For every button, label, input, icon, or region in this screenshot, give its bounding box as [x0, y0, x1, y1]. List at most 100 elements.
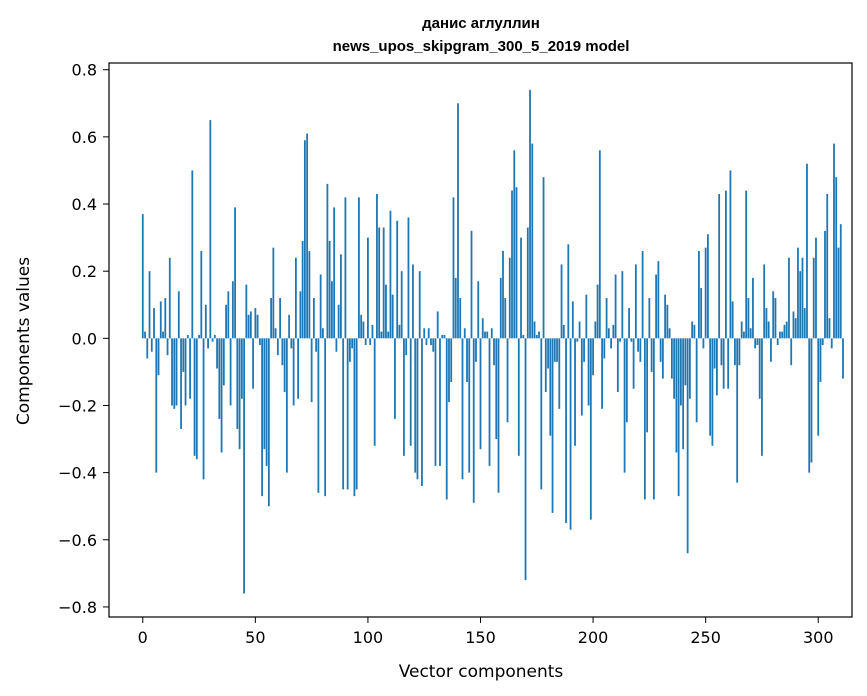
bar-3 [148, 271, 151, 339]
bar-119 [409, 338, 412, 446]
bar-71 [301, 240, 304, 339]
bar-134 [443, 334, 446, 339]
bar-49 [252, 338, 254, 389]
bar-106 [380, 331, 383, 339]
x-tick-label-5: 250 [690, 628, 721, 647]
bar-226 [650, 338, 653, 372]
bar-125 [423, 328, 426, 339]
bar-185 [558, 338, 561, 409]
bar-42 [236, 338, 239, 429]
bar-86 [335, 338, 338, 352]
bar-114 [398, 324, 401, 339]
chart-subtitle: news_upos_skipgram_300_5_2019 model [333, 38, 630, 55]
bar-292 [799, 271, 802, 339]
bar-146 [470, 230, 473, 339]
bar-225 [648, 298, 651, 339]
x-axis-label: Vector components [399, 662, 564, 682]
bar-41 [234, 207, 236, 339]
bar-277 [765, 308, 768, 339]
bar-52 [258, 338, 261, 346]
bar-142 [461, 338, 464, 480]
bar-162 [506, 338, 509, 423]
bar-5 [153, 308, 155, 339]
bar-182 [551, 338, 554, 513]
bar-48 [249, 311, 252, 339]
bar-265 [738, 338, 741, 366]
bar-13 [171, 338, 173, 406]
bar-17 [180, 338, 182, 429]
bar-23 [193, 338, 196, 456]
bar-113 [396, 220, 399, 339]
bar-236 [673, 338, 676, 399]
bar-77 [315, 338, 318, 352]
bar-211 [616, 338, 619, 393]
bar-216 [628, 308, 630, 339]
bar-300 [817, 338, 820, 436]
bar-230 [659, 338, 662, 362]
bar-190 [569, 338, 572, 530]
bar-55 [265, 338, 268, 466]
bar-311 [842, 338, 844, 379]
bar-239 [679, 338, 682, 406]
bar-118 [407, 217, 410, 339]
bar-128 [430, 338, 432, 346]
bar-14 [173, 338, 176, 409]
bar-291 [797, 247, 799, 339]
bar-181 [549, 338, 552, 436]
bar-219 [634, 264, 637, 339]
bar-147 [472, 338, 475, 503]
bar-224 [646, 338, 649, 433]
bar-56 [267, 338, 270, 507]
bar-137 [450, 338, 453, 382]
x-tick-label-3: 150 [465, 628, 496, 647]
bar-10 [164, 298, 167, 339]
bar-43 [238, 338, 241, 450]
bar-204 [601, 338, 603, 409]
bar-208 [610, 338, 612, 349]
bar-61 [279, 298, 282, 339]
bar-130 [434, 338, 437, 466]
bar-31 [211, 338, 214, 342]
bar-251 [707, 234, 709, 339]
bar-7 [157, 338, 160, 376]
bar-280 [772, 291, 775, 339]
bar-267 [743, 331, 745, 339]
bar-260 [727, 338, 730, 389]
bar-270 [749, 328, 752, 339]
bars-group [141, 89, 844, 594]
bar-129 [432, 338, 435, 352]
bar-306 [830, 338, 833, 349]
bar-205 [603, 338, 606, 359]
bar-138 [452, 197, 455, 339]
bar-92 [349, 338, 351, 362]
bar-22 [191, 170, 194, 339]
bar-120 [412, 264, 414, 339]
bar-152 [484, 331, 486, 339]
bar-238 [677, 338, 680, 497]
bar-37 [225, 304, 227, 339]
bar-310 [839, 224, 842, 339]
bar-16 [177, 291, 180, 339]
bar-250 [704, 247, 707, 339]
bar-133 [441, 334, 444, 339]
bar-264 [736, 338, 739, 483]
bar-196 [583, 338, 585, 362]
bar-241 [684, 338, 687, 386]
bar-112 [394, 338, 396, 419]
bar-231 [661, 338, 664, 379]
bar-155 [490, 328, 493, 339]
bar-173 [531, 143, 534, 339]
bar-295 [806, 163, 808, 339]
bar-131 [436, 311, 439, 339]
bar-140 [457, 103, 459, 339]
bar-105 [378, 227, 381, 339]
bar-15 [175, 338, 178, 406]
x-tick-label-1: 50 [245, 628, 265, 647]
bar-78 [317, 338, 320, 493]
y-tick-label-3: −0.2 [58, 396, 97, 415]
bar-303 [824, 230, 826, 339]
bar-233 [666, 304, 669, 339]
bar-26 [200, 251, 203, 339]
bar-203 [598, 150, 601, 339]
y-tick-label-7: 0.6 [72, 128, 97, 147]
